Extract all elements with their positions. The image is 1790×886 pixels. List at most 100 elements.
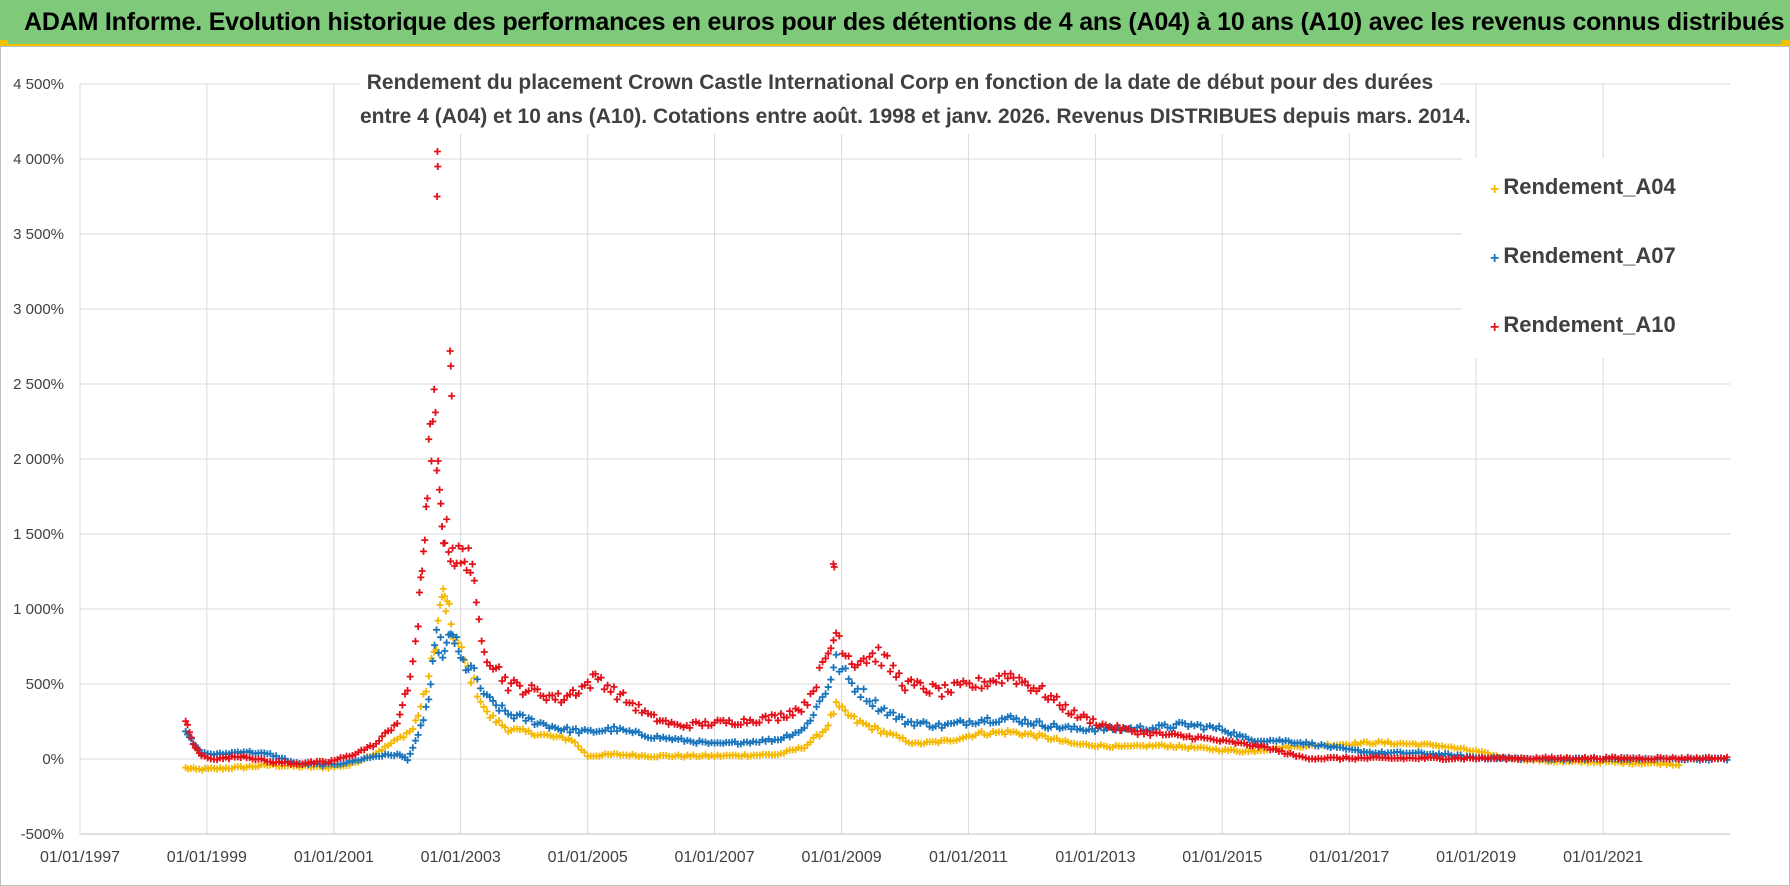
scatter-point-rendement-a10 (406, 673, 414, 681)
scatter-point-rendement-a10 (783, 713, 791, 721)
chart-title-line-2: entre 4 (A04) et 10 ans (A10). Cotations… (360, 105, 1471, 128)
scatter-point-rendement-a07 (404, 756, 412, 764)
scatter-point-rendement-a07 (411, 737, 419, 745)
x-tick-label: 01/01/2005 (548, 849, 628, 866)
scatter-point-rendement-a10 (429, 418, 437, 426)
scatter-point-rendement-a07 (1021, 716, 1029, 724)
scatter-point-rendement-a10 (737, 721, 745, 729)
scatter-point-rendement-a10 (434, 163, 442, 170)
scatter-point-rendement-a07 (419, 716, 427, 724)
scatter-point-rendement-a07 (489, 697, 497, 705)
scatter-point-rendement-a10 (1007, 670, 1015, 678)
scatter-point-rendement-a10 (892, 673, 900, 681)
scatter-point-rendement-a07 (857, 693, 865, 701)
y-tick-label: -500% (21, 826, 64, 843)
scatter-point-rendement-a04 (441, 592, 449, 600)
scatter-point-rendement-a10 (845, 652, 853, 660)
y-tick-label: 3 000% (13, 301, 64, 318)
scatter-point-rendement-a04 (425, 672, 433, 680)
legend-item-a10: + Rendement_A10 (1490, 312, 1676, 338)
scatter-point-rendement-a10 (813, 683, 821, 691)
legend-marker-a07: + (1490, 250, 1500, 267)
scatter-point-rendement-a10 (441, 539, 449, 547)
scatter-point-rendement-a10 (445, 548, 453, 556)
scatter-point-rendement-a10 (827, 644, 835, 652)
scatter-point-rendement-a07 (409, 744, 417, 752)
scatter-point-rendement-a10 (995, 672, 1003, 680)
scatter-point-rendement-a04 (816, 732, 824, 740)
scatter-point-rendement-a07 (827, 676, 835, 684)
scatter-point-rendement-a10 (449, 544, 457, 552)
scatter-point-rendement-a04 (436, 601, 444, 609)
scatter-point-rendement-a07 (429, 657, 437, 665)
scatter-point-rendement-a10 (470, 577, 478, 585)
scatter-point-rendement-a10 (433, 193, 441, 200)
scatter-point-rendement-a10 (560, 696, 568, 704)
scatter-point-rendement-a10 (457, 559, 465, 567)
scatter-point-rendement-a07 (455, 647, 463, 655)
scatter-point-rendement-a10 (586, 684, 594, 692)
scatter-point-rendement-a10 (1143, 728, 1151, 736)
scatter-point-rendement-a07 (459, 656, 467, 664)
scatter-point-rendement-a10 (600, 685, 608, 693)
x-tick-label: 01/01/2007 (675, 849, 755, 866)
scatter-point-rendement-a10 (411, 637, 419, 645)
scatter-point-rendement-a10 (483, 658, 491, 666)
scatter-point-rendement-a10 (434, 457, 442, 465)
scatter-point-rendement-a10 (375, 737, 383, 745)
scatter-point-rendement-a10 (525, 687, 533, 695)
scatter-point-rendement-a04 (830, 710, 838, 718)
scatter-point-rendement-a04 (571, 738, 579, 746)
scatter-point-rendement-a10 (447, 557, 455, 565)
scatter-point-rendement-a10 (1053, 693, 1061, 701)
y-axis-ticks: -500% 0% 500% 1 000% 1 500% 2 000% 2 500% 3 000… (13, 76, 64, 843)
scatter-point-rendement-a10 (466, 569, 474, 577)
scatter-point-rendement-a07 (498, 701, 506, 709)
scatter-point-rendement-a10 (404, 687, 412, 695)
y-tick-label: 2 000% (13, 451, 64, 468)
scatter-point-rendement-a10 (459, 545, 467, 553)
scatter-point-rendement-a10 (947, 688, 955, 696)
scatter-point-rendement-a04 (501, 723, 509, 731)
scatter-point-rendement-a10 (919, 685, 927, 693)
scatter-point-rendement-a10 (528, 681, 536, 689)
scatter-point-rendement-a10 (443, 515, 451, 523)
scatter-point-rendement-a07 (1035, 717, 1043, 725)
scatter-point-rendement-a10 (803, 701, 811, 709)
scatter-point-rendement-a04 (489, 712, 497, 720)
scatter-point-rendement-a10 (822, 654, 830, 662)
scatter-point-rendement-a04 (832, 698, 840, 706)
scatter-point-rendement-a10 (436, 486, 444, 494)
scatter-point-rendement-a10 (448, 392, 456, 400)
scatter-point-rendement-a10 (420, 547, 428, 555)
scatter-point-rendement-a04 (477, 698, 485, 706)
chart-points (182, 148, 1731, 774)
scatter-point-rendement-a04 (822, 726, 830, 734)
scatter-point-rendement-a10 (898, 682, 906, 690)
scatter-point-rendement-a10 (635, 701, 643, 709)
scatter-point-rendement-a07 (1197, 721, 1205, 729)
scatter-point-rendement-a10 (463, 566, 471, 574)
scatter-point-rendement-a07 (809, 711, 817, 719)
scatter-point-rendement-a07 (869, 702, 877, 710)
legend-item-a04: + Rendement_A04 (1490, 174, 1676, 200)
scatter-point-rendement-a04 (473, 693, 481, 701)
scatter-point-rendement-a04 (467, 679, 475, 687)
scatter-point-rendement-a10 (425, 435, 433, 443)
scatter-point-rendement-a10 (978, 684, 986, 692)
scatter-point-rendement-a04 (899, 734, 907, 742)
scatter-point-rendement-a07 (980, 718, 988, 726)
scatter-point-rendement-a10 (1067, 711, 1075, 719)
scatter-point-rendement-a07 (519, 711, 527, 719)
scatter-point-rendement-a10 (554, 690, 562, 698)
scatter-point-rendement-a10 (422, 503, 430, 511)
scatter-point-rendement-a07 (898, 713, 906, 721)
scatter-point-rendement-a10 (447, 362, 455, 370)
scatter-point-rendement-a07 (477, 684, 485, 692)
y-tick-label: 1 000% (13, 601, 64, 618)
scatter-point-rendement-a10 (569, 686, 577, 694)
scatter-point-rendement-a10 (895, 669, 903, 677)
scatter-point-rendement-a10 (835, 632, 843, 640)
scatter-point-rendement-a07 (435, 649, 443, 657)
scatter-point-rendement-a07 (443, 639, 451, 647)
